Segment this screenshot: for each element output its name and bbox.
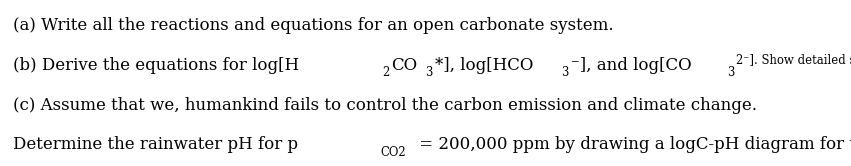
Text: 3: 3 — [727, 66, 734, 79]
Text: 3: 3 — [425, 66, 432, 79]
Text: 3: 3 — [562, 66, 568, 79]
Text: 2: 2 — [382, 66, 389, 79]
Text: (c) Assume that we, humankind fails to control the carbon emission and climate c: (c) Assume that we, humankind fails to c… — [13, 97, 757, 114]
Text: ⁻], and log[CO: ⁻], and log[CO — [571, 57, 692, 74]
Text: = 200,000 ppm by drawing a logC-pH diagram for the open: = 200,000 ppm by drawing a logC-pH diagr… — [414, 136, 851, 153]
Text: 2⁻]. Show detailed steps.: 2⁻]. Show detailed steps. — [736, 54, 851, 67]
Text: CO2: CO2 — [380, 146, 406, 159]
Text: (b) Derive the equations for log[H: (b) Derive the equations for log[H — [13, 57, 299, 74]
Text: Determine the rainwater pH for p: Determine the rainwater pH for p — [13, 136, 298, 153]
Text: (a) Write all the reactions and equations for an open carbonate system.: (a) Write all the reactions and equation… — [13, 17, 614, 34]
Text: *], log[HCO: *], log[HCO — [435, 57, 533, 74]
Text: CO: CO — [391, 57, 418, 74]
